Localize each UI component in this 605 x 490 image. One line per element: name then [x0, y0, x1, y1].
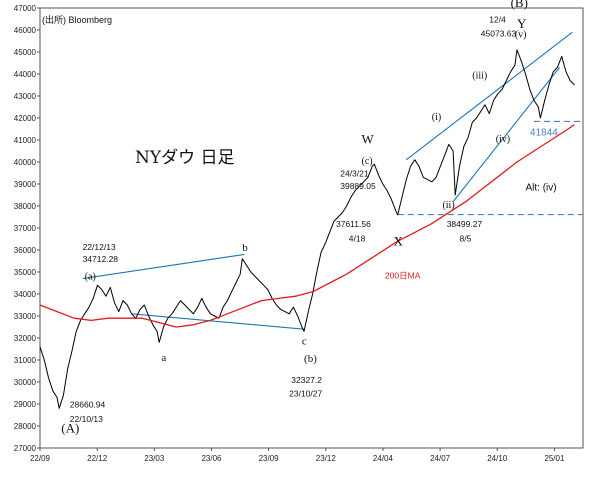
y-tick-label: 28000	[14, 422, 37, 431]
y-tick-label: 29000	[14, 400, 37, 409]
trend-line	[82, 253, 245, 280]
y-tick-label: 41000	[14, 136, 37, 145]
x-tick-label: 25/01	[544, 454, 565, 463]
annotation-label: (iv)	[496, 134, 510, 145]
y-tick-label: 46000	[14, 26, 37, 35]
annotation-label: 200日MA	[385, 271, 421, 281]
y-tick-label: 27000	[14, 444, 37, 453]
annotation-label: (ii)	[442, 200, 454, 211]
x-tick-label: 23/09	[259, 454, 280, 463]
y-tick-label: 33000	[14, 312, 37, 321]
annotation-label: 22/10/13	[70, 414, 103, 424]
chart-title: NYダウ 日足	[135, 148, 235, 168]
annotation-label: 45073.63	[481, 29, 517, 39]
annotation-label: 38499.27	[447, 219, 483, 229]
annotation-label: (b)	[304, 353, 317, 365]
annotation-label: b	[242, 242, 248, 254]
reference-value-label: 41844	[530, 127, 558, 138]
annotation-label: 39889.05	[340, 181, 376, 191]
y-tick-label: 36000	[14, 246, 37, 255]
annotation-label: 32327.2	[291, 375, 322, 385]
annotation-label: a	[161, 352, 166, 364]
y-tick-label: 47000	[14, 4, 37, 13]
y-tick-label: 34000	[14, 290, 37, 299]
x-tick-label: 22/09	[30, 454, 51, 463]
x-tick-label: 23/12	[316, 454, 337, 463]
annotation-label: (a)	[85, 272, 96, 283]
annotation-label: 37611.56	[336, 219, 371, 229]
annotation-label: (B)	[511, 0, 528, 10]
annotation-label: 28660.94	[70, 399, 106, 409]
y-tick-label: 45000	[14, 48, 37, 57]
annotation-label: 24/3/21	[340, 168, 369, 178]
annotation-label: 23/10/27	[289, 388, 322, 398]
axes: 27000 28000 29000 30000 31000 32000 33000 34000…	[14, 4, 584, 463]
dow-price-line	[39, 49, 575, 409]
annotation-label: (v)	[515, 30, 527, 41]
annotation-label: X	[393, 234, 403, 249]
source-label: (出所) Bloomberg	[42, 14, 112, 25]
x-tick-label: 23/06	[201, 454, 222, 463]
annotation-label: 12/4	[489, 14, 506, 24]
annotation-label: 4/18	[349, 234, 366, 244]
annotation-label: c	[302, 336, 307, 348]
annotation-label: 22/12/13	[83, 242, 116, 252]
annotation-label: (iii)	[472, 70, 487, 81]
y-tick-label: 32000	[14, 334, 37, 343]
y-tick-label: 44000	[14, 70, 37, 79]
x-tick-label: 22/12	[87, 454, 108, 463]
y-tick-label: 35000	[14, 268, 37, 277]
annotation-label: 34712.28	[83, 254, 119, 264]
y-tick-label: 43000	[14, 92, 37, 101]
y-tick-label: 30000	[14, 378, 37, 387]
x-tick-label: 24/10	[487, 454, 508, 463]
annotation-label: Alt: (iv)	[526, 183, 557, 194]
y-tick-label: 31000	[14, 356, 37, 365]
annotation-label: W	[362, 131, 375, 146]
y-tick-label: 38000	[14, 202, 37, 211]
x-tick-label: 24/07	[430, 454, 451, 463]
trend-line	[452, 67, 561, 202]
trend-line	[405, 31, 573, 161]
annotation-label: 8/5	[459, 234, 471, 244]
annotations: (A) 28660.94 22/10/13 22/12/13 34712.28 (a) b a…	[61, 0, 556, 436]
series-lines: 41844	[39, 31, 583, 409]
y-tick-label: 40000	[14, 158, 37, 167]
x-tick-label: 23/03	[144, 454, 165, 463]
annotation-label: (c)	[362, 156, 373, 167]
y-tick-label: 39000	[14, 180, 37, 189]
trend-line	[131, 313, 305, 330]
ma200-line	[39, 124, 575, 328]
annotation-label: (A)	[61, 421, 79, 436]
x-tick-label: 24/04	[373, 454, 394, 463]
y-tick-label: 37000	[14, 224, 37, 233]
y-tick-label: 42000	[14, 114, 37, 123]
annotation-label: Y	[517, 16, 527, 31]
annotation-label: (i)	[432, 112, 441, 123]
